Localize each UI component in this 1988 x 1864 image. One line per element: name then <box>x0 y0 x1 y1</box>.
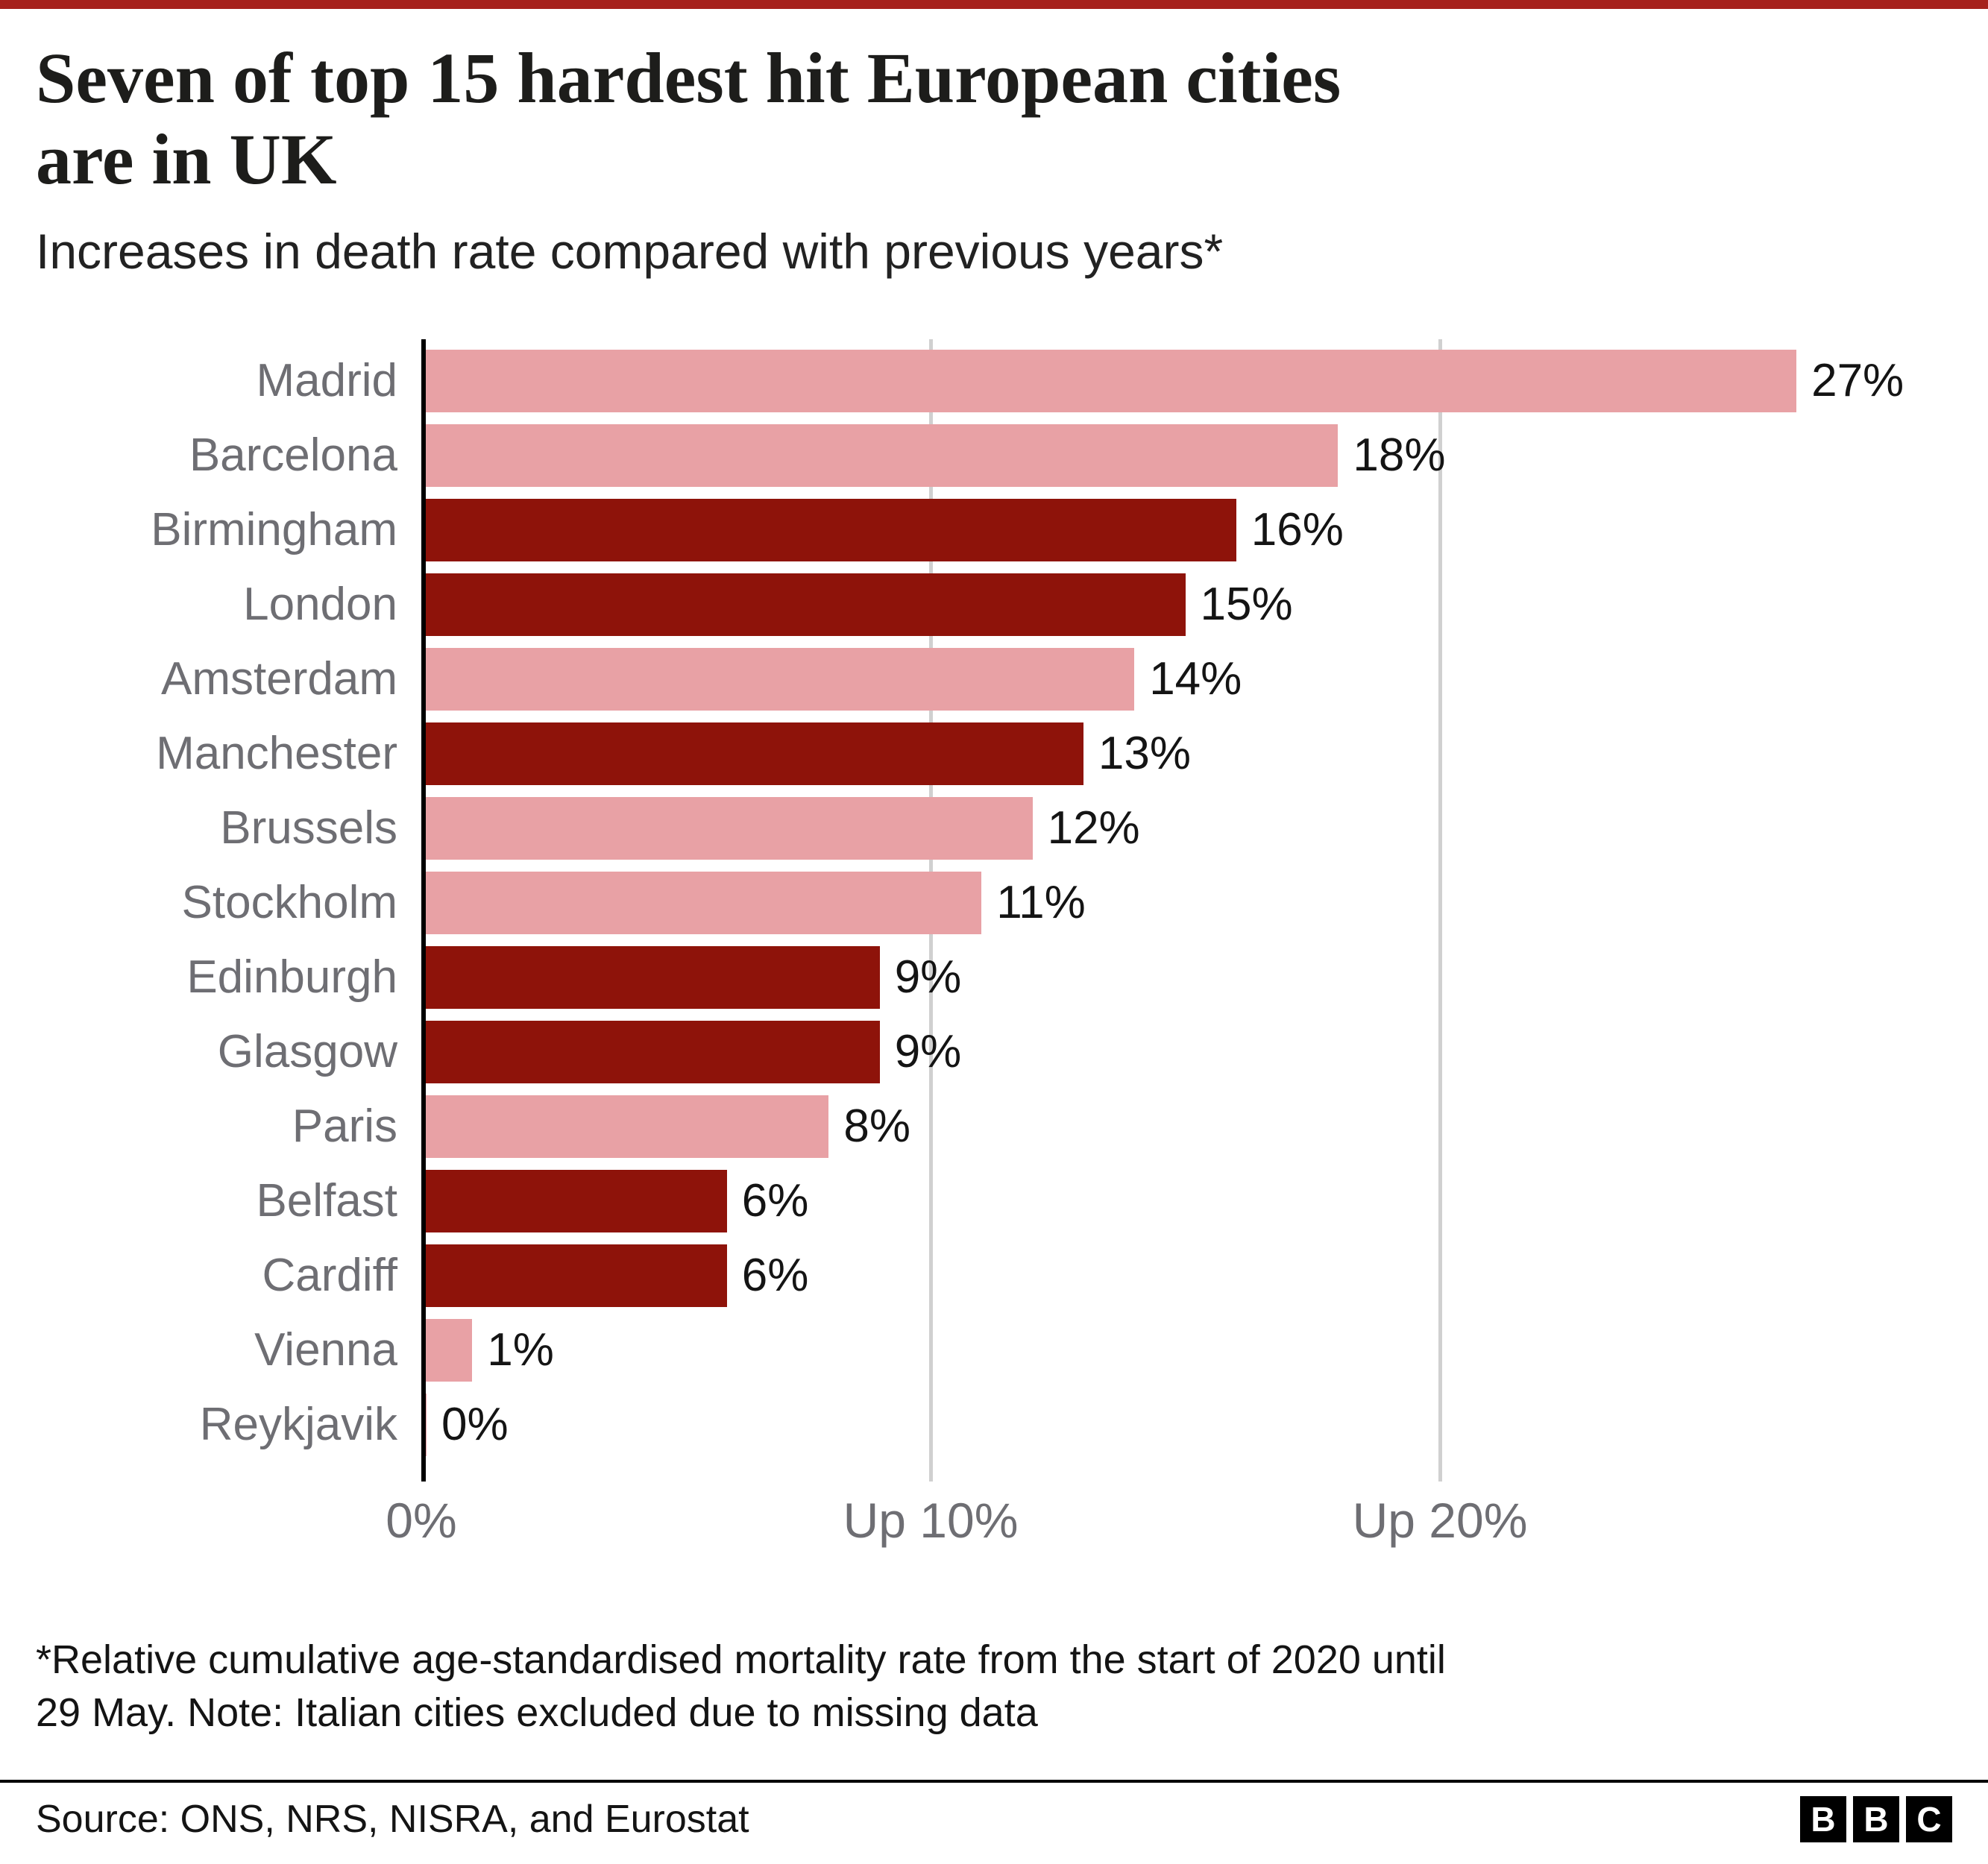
bbc-logo: B B C <box>1800 1796 1952 1843</box>
value-label: 8% <box>843 1101 910 1153</box>
page-title-line-1: Seven of top 15 hardest hit European cit… <box>36 38 1341 118</box>
city-label: Brussels <box>220 802 397 854</box>
value-label: 6% <box>741 1175 809 1227</box>
bar <box>421 1318 473 1382</box>
city-label: Vienna <box>254 1324 397 1376</box>
value-label: 1% <box>487 1324 554 1376</box>
bar-rows: Madrid 27% Barcelona 18% Birmingham 16% London… <box>0 339 1988 1482</box>
footnote-line-1: *Relative cumulative age-standardised mo… <box>36 1637 1446 1682</box>
footnote-line-2: 29 May. Note: Italian cities excluded du… <box>36 1690 1038 1736</box>
city-label: Cardiff <box>262 1250 398 1302</box>
value-label: 12% <box>1047 802 1140 854</box>
bar-row: Edinburgh 9% <box>0 940 1988 1015</box>
bar-row: Barcelona 18% <box>0 418 1988 493</box>
bar-row: Belfast 6% <box>0 1164 1988 1238</box>
bar-row: Stockholm 11% <box>0 866 1988 940</box>
top-accent-strip <box>0 0 1988 9</box>
footer-divider <box>0 1780 1988 1783</box>
bar <box>421 1169 727 1232</box>
value-label: 27% <box>1811 355 1904 407</box>
value-label: 6% <box>741 1250 809 1302</box>
bbc-logo-letter: C <box>1906 1796 1952 1843</box>
bar-row: Reykjavik 0% <box>0 1388 1988 1462</box>
chart-subtitle: Increases in death rate compared with pr… <box>36 223 1224 279</box>
value-label: 14% <box>1149 653 1242 705</box>
bbc-logo-letter: B <box>1853 1796 1899 1843</box>
gridline <box>1438 339 1442 1482</box>
bar-row: Birmingham 16% <box>0 493 1988 567</box>
page-title-line-2: are in UK <box>36 119 337 200</box>
x-tick-2: Up 20% <box>1352 1492 1528 1548</box>
x-axis-ticks: 0% Up 10% Up 20% <box>0 1492 1988 1556</box>
bar-row: Vienna 1% <box>0 1313 1988 1388</box>
city-label: Reykjavik <box>199 1399 397 1451</box>
x-tick-0: 0% <box>386 1492 457 1548</box>
bar-row: Amsterdam 14% <box>0 642 1988 717</box>
bar <box>421 647 1135 711</box>
value-label: 16% <box>1251 504 1344 556</box>
bar <box>421 722 1083 785</box>
value-label: 9% <box>894 951 962 1004</box>
footnote: *Relative cumulative age-standardised mo… <box>0 1634 1988 1740</box>
bar-row: London 15% <box>0 567 1988 642</box>
city-label: Manchester <box>156 728 397 780</box>
bar <box>421 796 1033 860</box>
chart-header: Seven of top 15 hardest hit European cit… <box>0 9 1988 280</box>
value-label: 11% <box>996 877 1086 929</box>
bar <box>421 1244 727 1307</box>
city-label: Glasgow <box>217 1026 397 1078</box>
value-label: 18% <box>1353 429 1446 482</box>
x-tick-1: Up 10% <box>843 1492 1019 1548</box>
bbc-logo-letter: B <box>1800 1796 1846 1843</box>
bar <box>421 1020 880 1083</box>
bar-row: Glasgow 9% <box>0 1015 1988 1089</box>
bar-row: Brussels 12% <box>0 791 1988 866</box>
bar-row: Cardiff 6% <box>0 1238 1988 1313</box>
bar <box>421 573 1186 636</box>
bar-row: Paris 8% <box>0 1089 1988 1164</box>
city-label: London <box>243 579 397 631</box>
y-axis-line <box>421 339 426 1482</box>
city-label: Paris <box>292 1101 397 1153</box>
value-label: 13% <box>1098 728 1191 780</box>
city-label: Amsterdam <box>161 653 397 705</box>
bar-row: Madrid 27% <box>0 344 1988 418</box>
bar <box>421 349 1797 412</box>
bar <box>421 424 1339 487</box>
bar <box>421 871 982 934</box>
city-label: Belfast <box>256 1175 397 1227</box>
city-label: Stockholm <box>181 877 397 929</box>
bar <box>421 498 1236 561</box>
footer: Source: ONS, NRS, NISRA, and Eurostat B … <box>0 1783 1988 1856</box>
value-label: 15% <box>1200 579 1293 631</box>
bar <box>421 945 880 1009</box>
city-label: Madrid <box>256 355 397 407</box>
source-text: Source: ONS, NRS, NISRA, and Eurostat <box>36 1798 749 1842</box>
page-title: Seven of top 15 hardest hit European cit… <box>36 37 1952 201</box>
city-label: Barcelona <box>189 429 397 482</box>
bar-chart: Madrid 27% Barcelona 18% Birmingham 16% London… <box>0 339 1988 1556</box>
city-label: Edinburgh <box>186 951 397 1004</box>
value-label: 0% <box>441 1399 509 1451</box>
bar-row: Manchester 13% <box>0 717 1988 791</box>
value-label: 9% <box>894 1026 962 1078</box>
bar <box>421 1095 829 1158</box>
city-label: Birmingham <box>151 504 397 556</box>
